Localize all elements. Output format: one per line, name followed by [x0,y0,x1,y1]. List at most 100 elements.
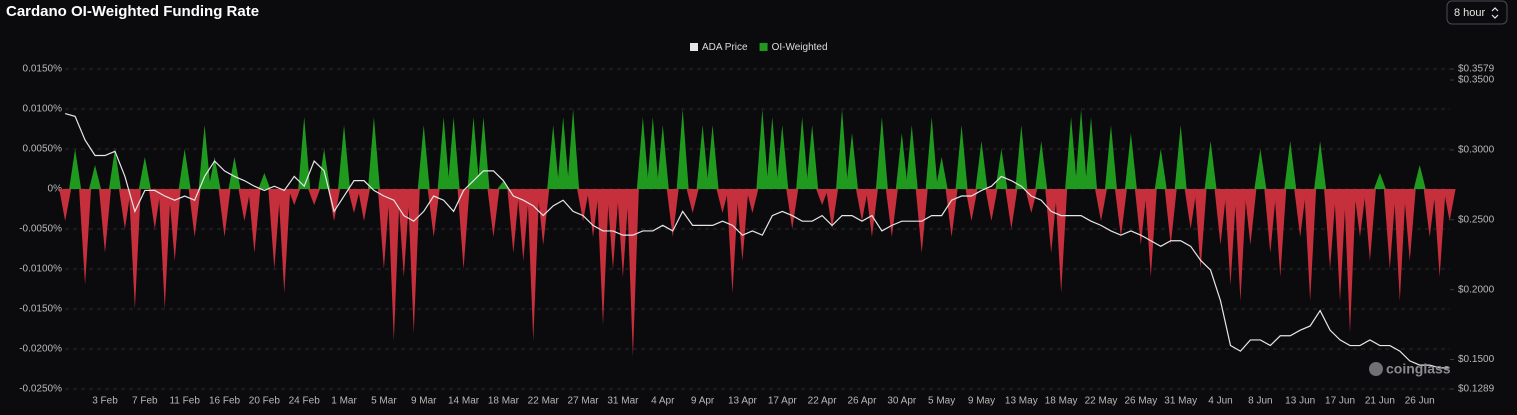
funding-spike [547,125,560,189]
funding-spike [1204,141,1217,189]
funding-spike [308,189,321,205]
funding-spike [517,189,530,261]
funding-spike [218,189,231,237]
select-chevron[interactable] [1491,7,1499,19]
funding-spike [1124,133,1137,189]
funding-spike [875,117,888,189]
y-tick-label: -0.0150% [19,304,62,315]
funding-spike [945,189,958,237]
funding-spike [626,189,639,357]
legend-label: OI-Weighted [772,42,828,53]
funding-spike [1254,149,1267,189]
funding-spike [318,149,331,189]
funding-spike [69,149,82,189]
funding-spike [1144,189,1157,277]
x-tick-label: 21 Jun [1365,396,1395,407]
funding-spike [288,189,301,205]
funding-spike [357,189,370,221]
y-tick-label: 0% [48,184,63,195]
x-tick-label: 1 Mar [331,396,357,407]
funding-spike [1174,125,1187,189]
x-tick-label: 22 Apr [808,396,838,407]
funding-spike [766,117,779,189]
funding-spike [158,189,171,309]
funding-spike [1423,189,1436,237]
y2-tick-label: $0.3000 [1458,145,1495,156]
x-tick-label: 4 Jun [1208,396,1232,407]
funding-spike [298,117,311,189]
funding-spike [1334,189,1347,301]
funding-spike [1025,189,1038,213]
x-tick-label: 31 May [1164,396,1197,407]
funding-spike [457,189,470,269]
funding-spike [168,189,181,261]
funding-spike [248,189,261,253]
x-tick-label: 26 May [1124,396,1157,407]
funding-spike [1284,141,1297,189]
funding-spike [1274,189,1287,277]
legend-swatch [690,43,698,51]
funding-spike [1314,141,1327,189]
legend-swatch [759,43,768,51]
funding-spike [636,117,649,189]
funding-spike [786,189,799,229]
x-tick-label: 9 May [968,396,995,407]
funding-spike [925,117,938,189]
funding-spike [656,125,669,189]
funding-spike [1035,141,1048,189]
funding-spike [1085,117,1098,189]
funding-spike [826,189,839,229]
funding-spike [557,117,570,189]
funding-spike [387,189,400,341]
watermark-text: coinglass [1386,361,1451,377]
funding-spike [487,189,500,237]
select-box[interactable] [1446,0,1508,25]
interval-select[interactable]: 8 hour [1446,0,1508,25]
funding-spike [806,125,819,189]
funding-spike [597,189,609,325]
funding-spike [1294,189,1307,237]
y-tick-label: -0.0050% [19,224,62,235]
x-tick-label: 26 Jun [1405,396,1435,407]
x-tick-label: 14 Mar [448,396,480,407]
x-tick-label: 5 Mar [371,396,397,407]
funding-spike [746,189,759,213]
x-tick-label: 7 Feb [132,396,158,407]
x-tick-label: 20 Feb [249,396,281,407]
x-tick-label: 22 May [1085,396,1118,407]
funding-spike [1065,117,1078,189]
funding-spike [1433,189,1446,277]
funding-spike [1134,189,1147,245]
funding-spike [198,125,211,189]
funding-spike [1214,189,1227,245]
x-tick-label: 27 Mar [568,396,600,407]
y2-tick-label: $0.3579 [1458,64,1495,75]
funding-spike [666,189,679,237]
x-tick-label: 17 Apr [768,396,798,407]
x-tick-label: 24 Feb [289,396,321,407]
funding-spike [1393,189,1406,301]
funding-spike [836,109,849,189]
funding-spike [268,189,281,269]
funding-spike [955,125,968,189]
funding-spike [1234,189,1247,301]
funding-spike [676,109,689,189]
x-tick-label: 30 Apr [887,396,917,407]
funding-spike [138,157,151,189]
funding-spike [1164,189,1177,245]
y-tick-label: 0.0150% [23,64,63,75]
funding-spike [108,149,121,189]
funding-spike [776,125,789,189]
funding-spike [1015,125,1028,189]
funding-spike [885,189,898,237]
funding-spike [706,125,719,189]
funding-spike [686,189,699,213]
funding-spike [696,125,709,189]
funding-spike [467,117,480,189]
funding-spike [178,149,191,189]
funding-spike [1095,189,1107,221]
y2-tick-label: $0.3500 [1458,75,1495,86]
chart-title: Cardano OI-Weighted Funding Rate [6,3,259,20]
select-label[interactable]: 8 hour [1454,7,1486,19]
funding-spike [1324,189,1337,269]
